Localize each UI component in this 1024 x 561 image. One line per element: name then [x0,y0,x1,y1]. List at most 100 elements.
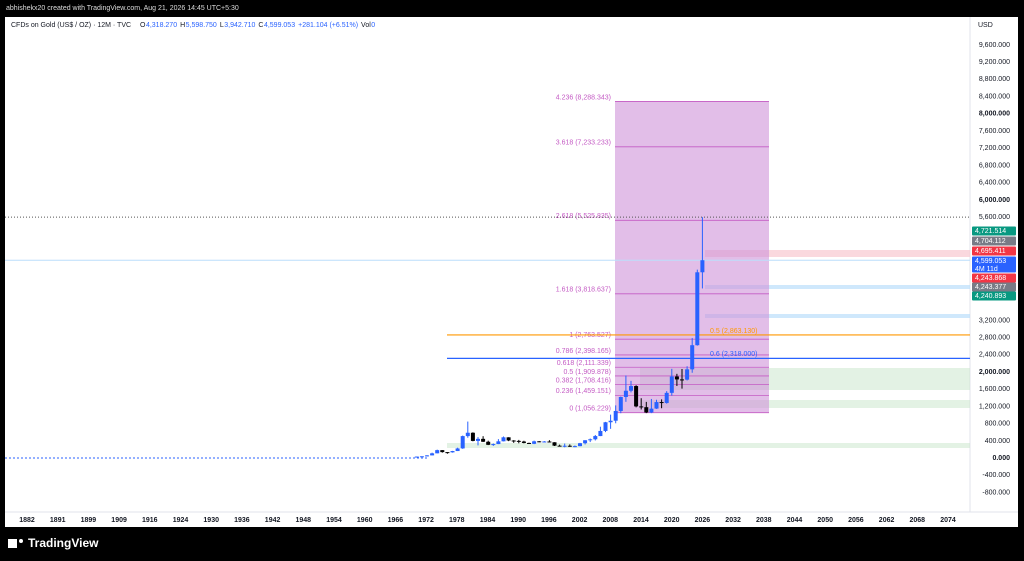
y-tick-label: 800.000 [985,421,1010,428]
fib-label: 0.786 (2,398.165) [556,348,611,355]
y-tick-label: 8,800.000 [979,76,1010,83]
y-tick-label: 7,200.000 [979,145,1010,152]
chart-area [5,17,1018,527]
y-tick-label: 9,600.000 [979,42,1010,49]
x-tick-label: 2014 [633,517,649,524]
h-line-label: 0.5 (2,863.130) [710,328,757,335]
price-tag [972,282,1016,292]
x-tick-label: 2008 [603,517,619,524]
x-tick-label: 1899 [81,517,97,524]
x-tick-label: 1891 [50,517,66,524]
x-tick-label: 2020 [664,517,680,524]
x-tick-label: 1972 [418,517,434,524]
candle-body [567,445,572,447]
price-tag [972,273,1016,283]
x-tick-label: 1942 [265,517,281,524]
x-tick-label: 1954 [326,517,342,524]
candle-body [516,440,521,442]
candle-body [440,450,445,453]
price-tag-label: 4,243.377 [975,284,1006,291]
ohlc-value: 5,598.750 [186,22,217,29]
candle-body [511,440,516,442]
x-tick-label: 2056 [848,517,864,524]
candle-body [532,441,537,444]
candle-body [639,406,644,408]
candle-body [414,456,419,458]
x-tick-label: 1936 [234,517,250,524]
candle-body [486,441,491,445]
x-tick-label: 2062 [879,517,895,524]
x-tick-label: 2038 [756,517,772,524]
price-tag [972,236,1016,246]
candle-body [588,439,593,441]
candle-body [445,452,450,454]
price-tag-label: 4,240.893 [975,293,1006,300]
price-tag [972,256,1016,273]
x-tick-label: 1948 [296,517,312,524]
fib-label: 0 (1,056.229) [569,406,611,413]
fib-label: 3.618 (7,233.233) [556,140,611,147]
candle-body [430,453,435,456]
candle-body [572,446,577,448]
price-tag [972,291,1016,301]
price-tag-label: 4,695.411 [975,248,1006,255]
x-tick-label: 1916 [142,517,158,524]
fib-label: 2.618 (5,525.835) [556,213,611,220]
candle-body [460,436,465,449]
credit: abhishekx20 created with TradingView.com… [6,5,239,12]
h-line-label: 0.6 (2,318.000) [710,351,757,358]
currency: USD [978,22,993,29]
x-tick-label: 2050 [817,517,833,524]
candle-body [501,437,506,442]
footer: TradingView [8,536,99,550]
candle-body [496,441,501,445]
fib-label: 0.618 (2,111.339) [557,360,611,367]
price-tag-note: 4M 11d [975,266,998,273]
ohlc-value: 3,942.710 [224,22,255,29]
ohlc-key: O [140,22,146,29]
fib-label: 4.236 (8,288.343) [556,94,611,101]
ohlc-key: C [258,22,263,29]
price-tag-label: 4,243.868 [975,275,1006,282]
x-tick-label: 2074 [940,517,956,524]
candle-body [476,438,480,441]
candle-body [603,422,608,431]
y-tick-label: 8,000.000 [979,111,1010,118]
symbol[interactable]: CFDs on Gold (US$ / OZ) · 12M · TVC [11,22,131,29]
candle-body [613,410,618,421]
x-tick-label: 2068 [910,517,926,524]
x-tick-label: 1984 [480,517,496,524]
y-tick-label: 6,800.000 [979,162,1010,169]
candle-body [664,392,669,403]
candle-body [506,437,511,441]
candle-body [491,444,496,446]
candle-body [435,450,440,454]
candle-body [659,402,664,404]
x-tick-label: 1966 [388,517,404,524]
ohlc-key: L [220,22,224,29]
y-tick-label: 5,600.000 [979,214,1010,221]
x-tick-label: 2026 [695,517,711,524]
candle-body [527,442,531,444]
x-tick-label: 1930 [203,517,219,524]
candle-body [593,436,598,440]
y-tick-label: 0.000 [992,455,1010,462]
candle-body [470,432,475,441]
zone [705,314,970,318]
y-tick-label: -800.000 [982,489,1010,496]
candle-body [685,369,690,380]
y-tick-label: 2,800.000 [979,334,1010,341]
candle-body [547,441,552,443]
candle-body [608,420,613,423]
y-tick-label: 3,200.000 [979,317,1010,324]
brand[interactable]: TradingView [28,536,99,550]
y-tick-label: 400.000 [985,438,1010,445]
fib-label: 0.382 (1,708.416) [556,377,611,384]
x-tick-label: 1996 [541,517,557,524]
candle-body [578,443,582,447]
fib-label: 0.5 (1,909.878) [564,369,611,376]
candle-body [690,345,695,370]
price-tag-label: 4,704.112 [975,238,1006,245]
candle-body [598,430,603,437]
x-tick-label: 1924 [173,517,189,524]
